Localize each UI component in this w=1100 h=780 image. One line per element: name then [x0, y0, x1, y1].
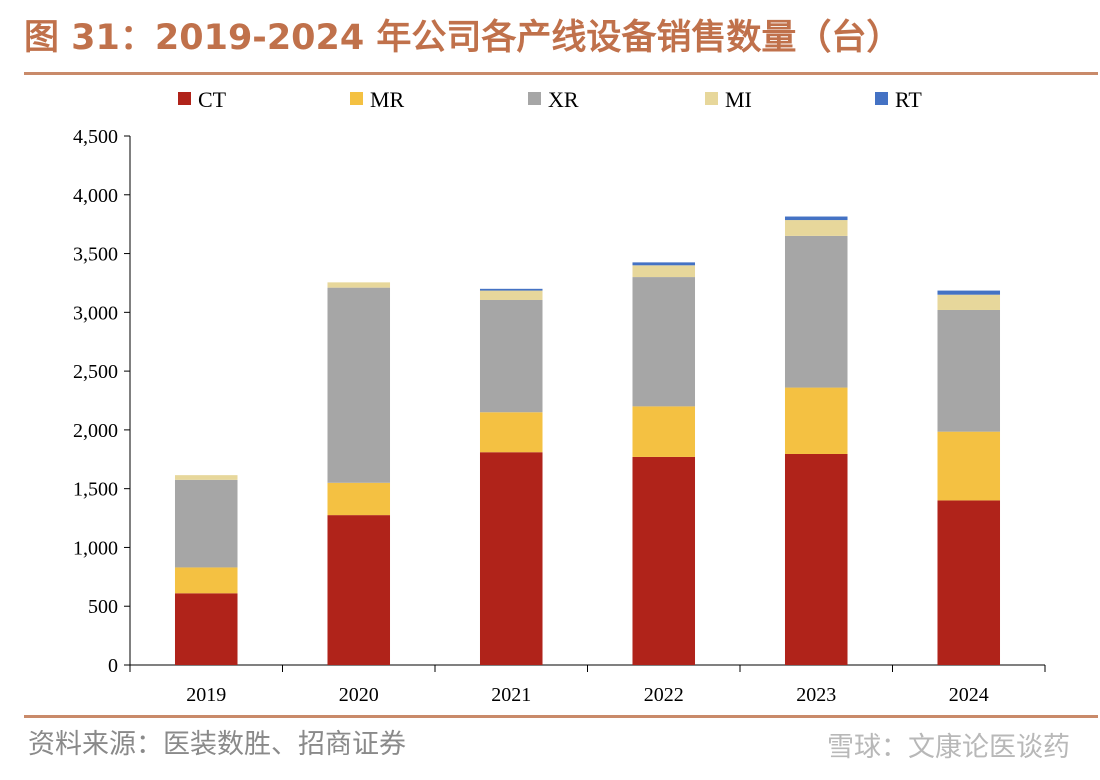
legend-swatch-xr	[528, 92, 541, 105]
bar-rt-2021	[479, 288, 543, 291]
bar-mi-2022	[632, 265, 696, 278]
bar-rt-2024	[937, 290, 1001, 295]
bar-mi-2021	[479, 290, 543, 300]
bar-xr-2024	[937, 309, 1001, 432]
bar-series	[174, 216, 1001, 665]
bar-mi-2023	[784, 220, 848, 236]
x-tick-label: 2024	[949, 684, 989, 706]
y-tick-label: 3,000	[73, 302, 118, 324]
bar-xr-2021	[479, 299, 543, 413]
legend-swatch-mi	[705, 92, 718, 105]
source-note: 资料来源：医装数胜、招商证券	[28, 729, 406, 760]
title-divider	[24, 72, 1098, 75]
bar-mi-2019	[174, 475, 238, 480]
watermark: 雪球：文康论医谈药	[827, 732, 1070, 763]
bar-rt-2023	[784, 216, 848, 221]
y-tick-label: 2,000	[73, 420, 118, 442]
bar-ct-2021	[479, 452, 543, 665]
bar-xr-2022	[632, 277, 696, 407]
bar-mr-2022	[632, 406, 696, 457]
x-tick-label: 2022	[644, 684, 684, 706]
y-tick-label: 1,000	[73, 537, 118, 559]
figure-title: 图 31：2019-2024 年公司各产线设备销售数量（台）	[24, 18, 902, 58]
legend-swatch-rt	[875, 92, 888, 105]
chart-legend: CT MR XR MI RT	[178, 87, 922, 112]
bar-ct-2024	[937, 500, 1001, 665]
bar-ct-2020	[327, 515, 391, 665]
bar-ct-2022	[632, 456, 696, 665]
legend-label-mi: MI	[725, 87, 752, 112]
legend-label-ct: CT	[198, 87, 227, 112]
x-axis: 2019 2020 2021 2022 2023 2024	[129, 664, 1046, 706]
x-tick-label: 2021	[491, 684, 531, 706]
bar-mr-2021	[479, 412, 543, 453]
y-axis: 0 500 1,000 1,500 2,000 2,500 3,000 3,500 4,000 4…	[73, 126, 131, 677]
x-tick-label: 2019	[186, 684, 226, 706]
y-tick-label: 500	[88, 596, 118, 618]
bar-xr-2019	[174, 479, 238, 568]
y-tick-label: 3,500	[73, 244, 118, 266]
x-tick-label: 2020	[339, 684, 379, 706]
bar-xr-2020	[327, 287, 391, 483]
legend-label-mr: MR	[370, 87, 405, 112]
bar-ct-2023	[784, 453, 848, 665]
bar-mi-2020	[327, 282, 391, 288]
legend-label-xr: XR	[548, 87, 579, 112]
bar-mr-2019	[174, 567, 238, 594]
legend-swatch-ct	[178, 92, 191, 105]
bar-xr-2023	[784, 235, 848, 388]
y-tick-label: 4,500	[73, 126, 118, 148]
stacked-bar-chart: CT MR XR MI RT 0 500 1,000 1,500 2,000 2,500 3,000…	[73, 87, 1046, 706]
y-tick-label: 1,500	[73, 479, 118, 501]
bar-rt-2022	[632, 262, 696, 266]
bar-mr-2024	[937, 431, 1001, 501]
y-tick-label: 2,500	[73, 361, 118, 383]
bar-mr-2020	[327, 482, 391, 516]
legend-swatch-mr	[350, 92, 363, 105]
legend-label-rt: RT	[895, 87, 922, 112]
bar-ct-2019	[174, 593, 238, 665]
bar-mi-2024	[937, 294, 1001, 310]
x-tick-label: 2023	[796, 684, 836, 706]
bar-mr-2023	[784, 387, 848, 454]
y-tick-label: 4,000	[73, 185, 118, 207]
source-divider	[24, 715, 1098, 718]
y-tick-label: 0	[108, 655, 118, 677]
